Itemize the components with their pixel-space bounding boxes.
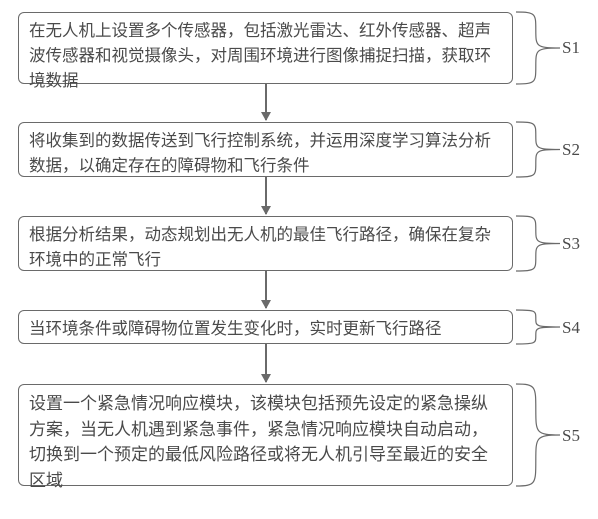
brace-s3 [516, 216, 560, 271]
step-label-s3: S3 [562, 234, 580, 254]
arrow-1 [265, 84, 267, 120]
step-box-s4: 当环境条件或障碍物位置发生变化时，实时更新飞行路径 [18, 310, 513, 344]
brace-s2 [516, 122, 560, 177]
step-label-s5: S5 [562, 426, 580, 446]
step-box-s3: 根据分析结果，动态规划出无人机的最佳飞行路径，确保在复杂环境中的正常飞行 [18, 216, 513, 271]
flowchart-canvas: 在无人机上设置多个传感器，包括激光雷达、红外传感器、超声波传感器和视觉摄像头，对… [0, 0, 598, 519]
step-label-s2: S2 [562, 140, 580, 160]
arrow-2 [265, 177, 267, 214]
step-label-s4: S4 [562, 318, 580, 338]
brace-s1 [516, 12, 560, 84]
arrow-3 [265, 271, 267, 308]
step-box-s5: 设置一个紧急情况响应模块，该模块包括预先设定的紧急操纵方案，当无人机遇到紧急事件… [18, 384, 513, 486]
arrow-4 [265, 344, 267, 382]
step-label-s1: S1 [562, 38, 580, 58]
brace-s4 [516, 310, 560, 344]
step-box-s2: 将收集到的数据传送到飞行控制系统，并运用深度学习算法分析数据，以确定存在的障碍物… [18, 122, 513, 177]
brace-s5 [516, 384, 560, 486]
step-box-s1: 在无人机上设置多个传感器，包括激光雷达、红外传感器、超声波传感器和视觉摄像头，对… [18, 12, 513, 84]
